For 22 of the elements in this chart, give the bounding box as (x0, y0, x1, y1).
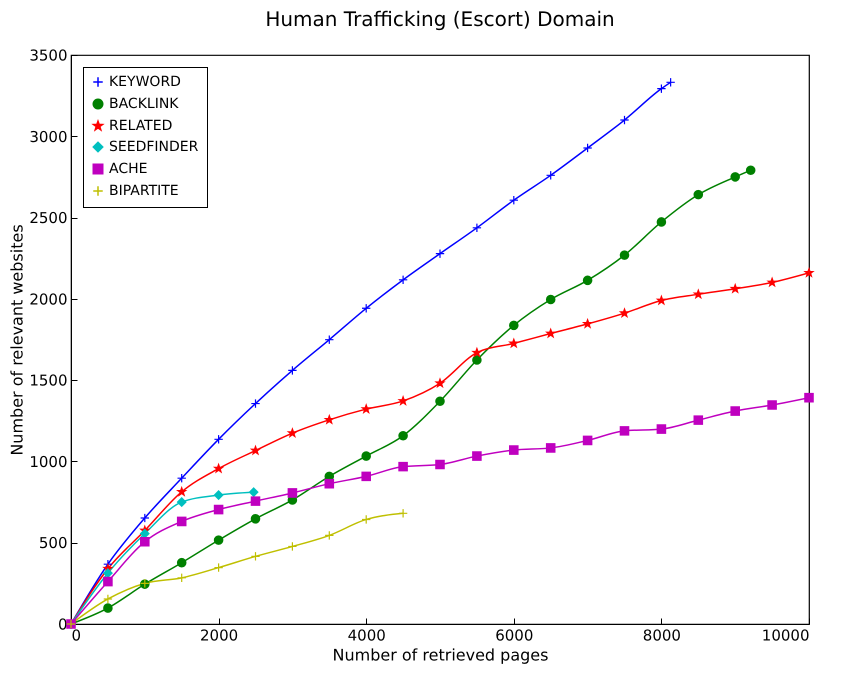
y-axis-title: Number of relevant websites (7, 224, 26, 456)
y-tick-label: 2500 (29, 209, 68, 228)
x-tick-label: 4000 (348, 626, 386, 644)
chart-title: Human Trafficking (Escort) Domain (265, 7, 615, 31)
x-axis-title: Number of retrieved pages (332, 646, 548, 664)
x-tick-label: 10000 (762, 626, 810, 644)
y-tick-label: 500 (38, 534, 68, 552)
legend-label: BIPARTITE (109, 183, 179, 199)
x-tick-label: 2000 (200, 626, 238, 644)
x-tick-label: 0 (72, 626, 82, 644)
y-tick-label: 1500 (29, 372, 68, 390)
legend-label: SEEDFINDER (109, 139, 199, 155)
y-tick-label: 1000 (29, 452, 68, 471)
legend-label: RELATED (109, 118, 172, 134)
y-tick-label: 3500 (29, 46, 68, 64)
y-tick-label: 2000 (29, 290, 68, 308)
legend-label: BACKLINK (109, 96, 180, 112)
x-tick-label: 6000 (495, 626, 534, 644)
legend-label: ACHE (109, 161, 148, 177)
x-tick-label: 8000 (642, 626, 681, 644)
legend-label: KEYWORD (109, 74, 181, 90)
y-tick-label: 3000 (29, 128, 68, 146)
